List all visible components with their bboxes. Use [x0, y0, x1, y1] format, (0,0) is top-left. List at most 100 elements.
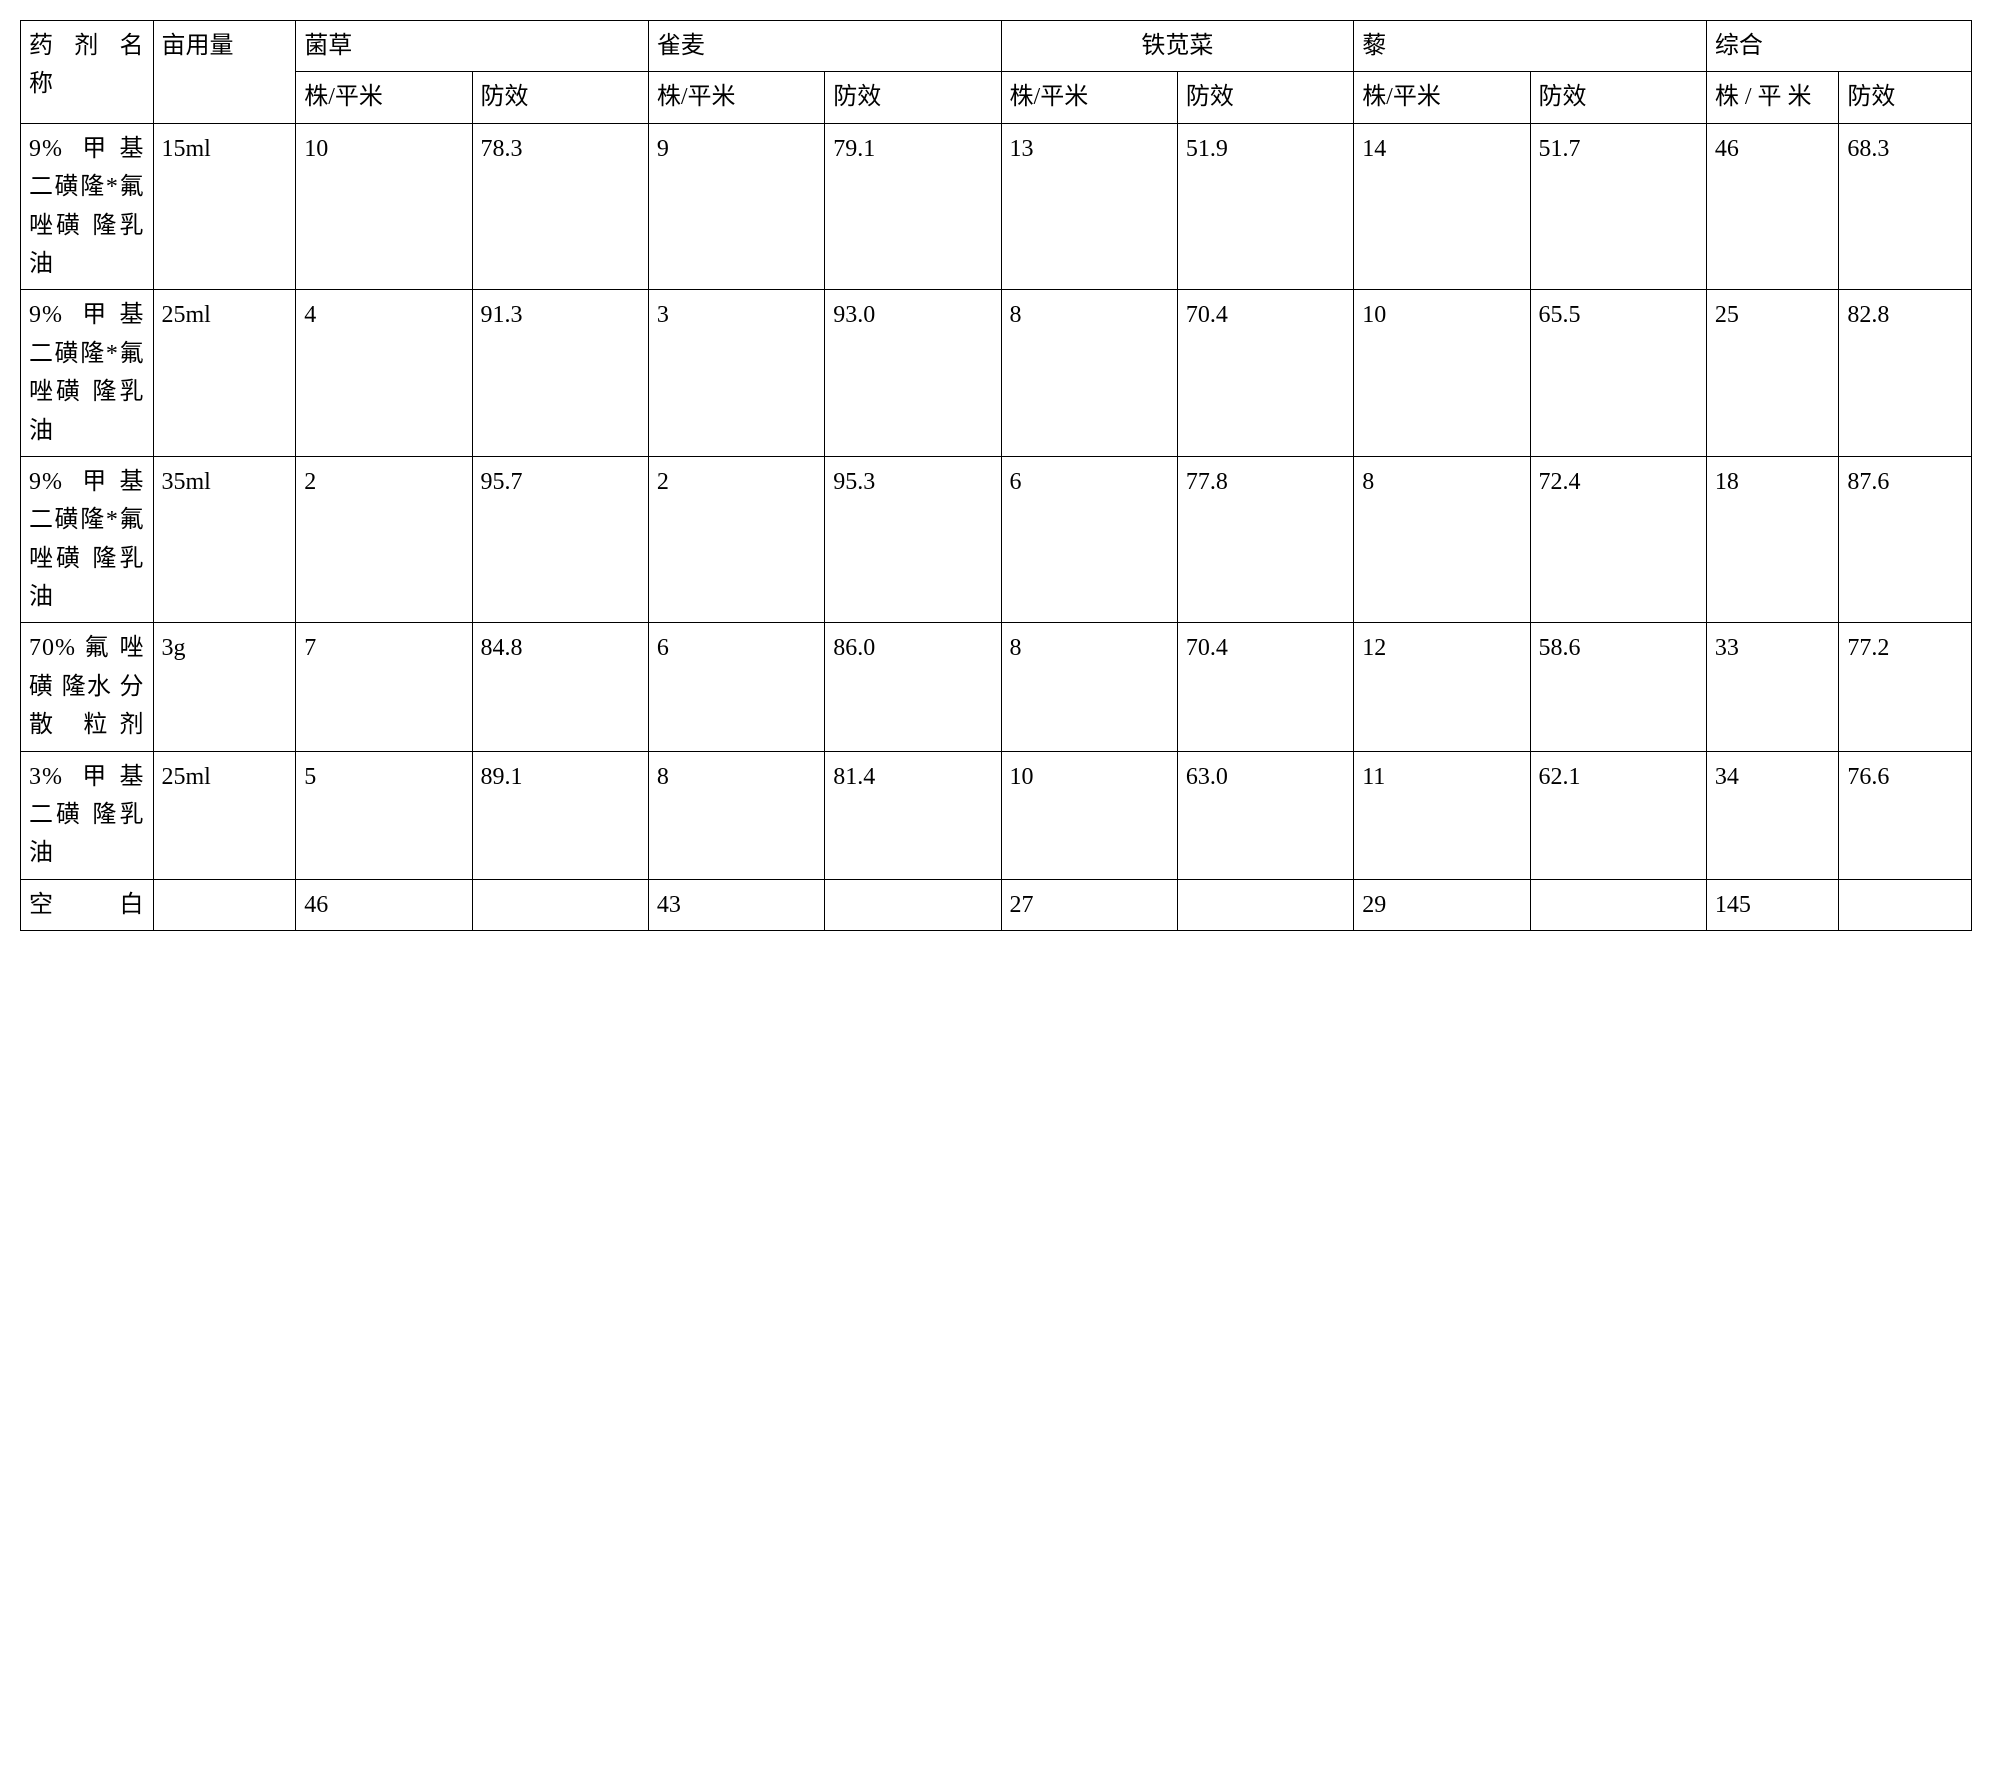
table-row: 3% 甲基 二磺 隆乳油25ml589.1881.41063.01162.134…: [21, 751, 1972, 879]
col-group-3: 藜: [1354, 21, 1707, 72]
cell-dose: 25ml: [153, 751, 296, 879]
cell-value: 87.6: [1839, 456, 1972, 623]
cell-value: 46: [296, 879, 472, 930]
sub-efficacy-3: 防效: [1530, 72, 1706, 123]
cell-value: 72.4: [1530, 456, 1706, 623]
cell-value: 93.0: [825, 290, 1001, 457]
cell-value: 51.9: [1177, 123, 1353, 290]
cell-value: 51.7: [1530, 123, 1706, 290]
cell-value: 33: [1706, 623, 1839, 751]
cell-value: 70.4: [1177, 290, 1353, 457]
cell-value: 58.6: [1530, 623, 1706, 751]
cell-value: 65.5: [1530, 290, 1706, 457]
sub-plants-0: 株/平米: [296, 72, 472, 123]
cell-value: 6: [1001, 456, 1177, 623]
cell-value: 8: [1354, 456, 1530, 623]
cell-value: 145: [1706, 879, 1839, 930]
cell-dose: 3g: [153, 623, 296, 751]
col-group-2: 铁苋菜: [1001, 21, 1354, 72]
cell-value: 25: [1706, 290, 1839, 457]
cell-value: 7: [296, 623, 472, 751]
cell-value: 70.4: [1177, 623, 1353, 751]
col-group-4: 综合: [1706, 21, 1971, 72]
cell-value: 10: [1354, 290, 1530, 457]
cell-value: 8: [648, 751, 824, 879]
cell-agent-name: 70% 氟 唑磺 隆水 分散 粒剂: [21, 623, 154, 751]
cell-value: 6: [648, 623, 824, 751]
header-row-2: 株/平米 防效 株/平米 防效 株/平米 防效 株/平米 防效 株 / 平 米 …: [21, 72, 1972, 123]
sub-efficacy-0: 防效: [472, 72, 648, 123]
cell-dose: [153, 879, 296, 930]
cell-value: [472, 879, 648, 930]
col-group-1: 雀麦: [648, 21, 1001, 72]
col-group-0: 菌草: [296, 21, 649, 72]
cell-value: 82.8: [1839, 290, 1972, 457]
cell-value: 10: [1001, 751, 1177, 879]
cell-value: [1530, 879, 1706, 930]
cell-agent-name: 9% 甲基 二磺隆*氟 唑磺 隆乳油: [21, 290, 154, 457]
cell-value: 9: [648, 123, 824, 290]
cell-value: 76.6: [1839, 751, 1972, 879]
header-row-1: 药 剂 名 称 亩用量 菌草 雀麦 铁苋菜 藜 综合: [21, 21, 1972, 72]
cell-agent-name: 3% 甲基 二磺 隆乳油: [21, 751, 154, 879]
cell-value: 89.1: [472, 751, 648, 879]
cell-value: [1839, 879, 1972, 930]
table-row: 70% 氟 唑磺 隆水 分散 粒剂3g784.8686.0870.41258.6…: [21, 623, 1972, 751]
cell-value: 4: [296, 290, 472, 457]
cell-value: 8: [1001, 623, 1177, 751]
sub-plants-2: 株/平米: [1001, 72, 1177, 123]
cell-value: 81.4: [825, 751, 1001, 879]
cell-value: 95.3: [825, 456, 1001, 623]
cell-value: 68.3: [1839, 123, 1972, 290]
cell-value: [825, 879, 1001, 930]
cell-value: 29: [1354, 879, 1530, 930]
cell-value: 86.0: [825, 623, 1001, 751]
cell-value: 18: [1706, 456, 1839, 623]
sub-plants-1: 株/平米: [648, 72, 824, 123]
cell-value: 62.1: [1530, 751, 1706, 879]
cell-value: 10: [296, 123, 472, 290]
cell-value: 5: [296, 751, 472, 879]
cell-value: 11: [1354, 751, 1530, 879]
efficacy-table: 药 剂 名 称 亩用量 菌草 雀麦 铁苋菜 藜 综合 株/平米 防效 株/平米 …: [20, 20, 1972, 931]
cell-value: 77.2: [1839, 623, 1972, 751]
table-row: 9% 甲基 二磺隆*氟 唑磺 隆乳油15ml1078.3979.11351.91…: [21, 123, 1972, 290]
table-row: 空白 46 43 27 29 145: [21, 879, 1972, 930]
cell-value: 3: [648, 290, 824, 457]
col-dose: 亩用量: [153, 21, 296, 124]
cell-value: 2: [296, 456, 472, 623]
sub-efficacy-2: 防效: [1177, 72, 1353, 123]
table-header: 药 剂 名 称 亩用量 菌草 雀麦 铁苋菜 藜 综合 株/平米 防效 株/平米 …: [21, 21, 1972, 124]
cell-dose: 25ml: [153, 290, 296, 457]
cell-value: 95.7: [472, 456, 648, 623]
cell-dose: 35ml: [153, 456, 296, 623]
cell-value: 46: [1706, 123, 1839, 290]
sub-efficacy-1: 防效: [825, 72, 1001, 123]
cell-value: 91.3: [472, 290, 648, 457]
cell-value: [1177, 879, 1353, 930]
cell-dose: 15ml: [153, 123, 296, 290]
cell-value: 27: [1001, 879, 1177, 930]
table-row: 9% 甲基 二磺隆*氟 唑磺 隆乳油35ml295.7295.3677.8872…: [21, 456, 1972, 623]
table-body: 9% 甲基 二磺隆*氟 唑磺 隆乳油15ml1078.3979.11351.91…: [21, 123, 1972, 930]
table-row: 9% 甲基 二磺隆*氟 唑磺 隆乳油25ml491.3393.0870.4106…: [21, 290, 1972, 457]
cell-value: 78.3: [472, 123, 648, 290]
col-agent-name: 药 剂 名 称: [21, 21, 154, 124]
cell-value: 13: [1001, 123, 1177, 290]
cell-agent-name: 9% 甲基 二磺隆*氟 唑磺 隆乳油: [21, 456, 154, 623]
cell-agent-name: 空白: [21, 879, 154, 930]
cell-value: 8: [1001, 290, 1177, 457]
cell-value: 63.0: [1177, 751, 1353, 879]
sub-plants-4: 株 / 平 米: [1706, 72, 1839, 123]
cell-value: 34: [1706, 751, 1839, 879]
cell-value: 79.1: [825, 123, 1001, 290]
cell-value: 84.8: [472, 623, 648, 751]
cell-value: 77.8: [1177, 456, 1353, 623]
sub-efficacy-4: 防效: [1839, 72, 1972, 123]
cell-value: 43: [648, 879, 824, 930]
cell-value: 14: [1354, 123, 1530, 290]
cell-value: 2: [648, 456, 824, 623]
cell-agent-name: 9% 甲基 二磺隆*氟 唑磺 隆乳油: [21, 123, 154, 290]
sub-plants-3: 株/平米: [1354, 72, 1530, 123]
cell-value: 12: [1354, 623, 1530, 751]
